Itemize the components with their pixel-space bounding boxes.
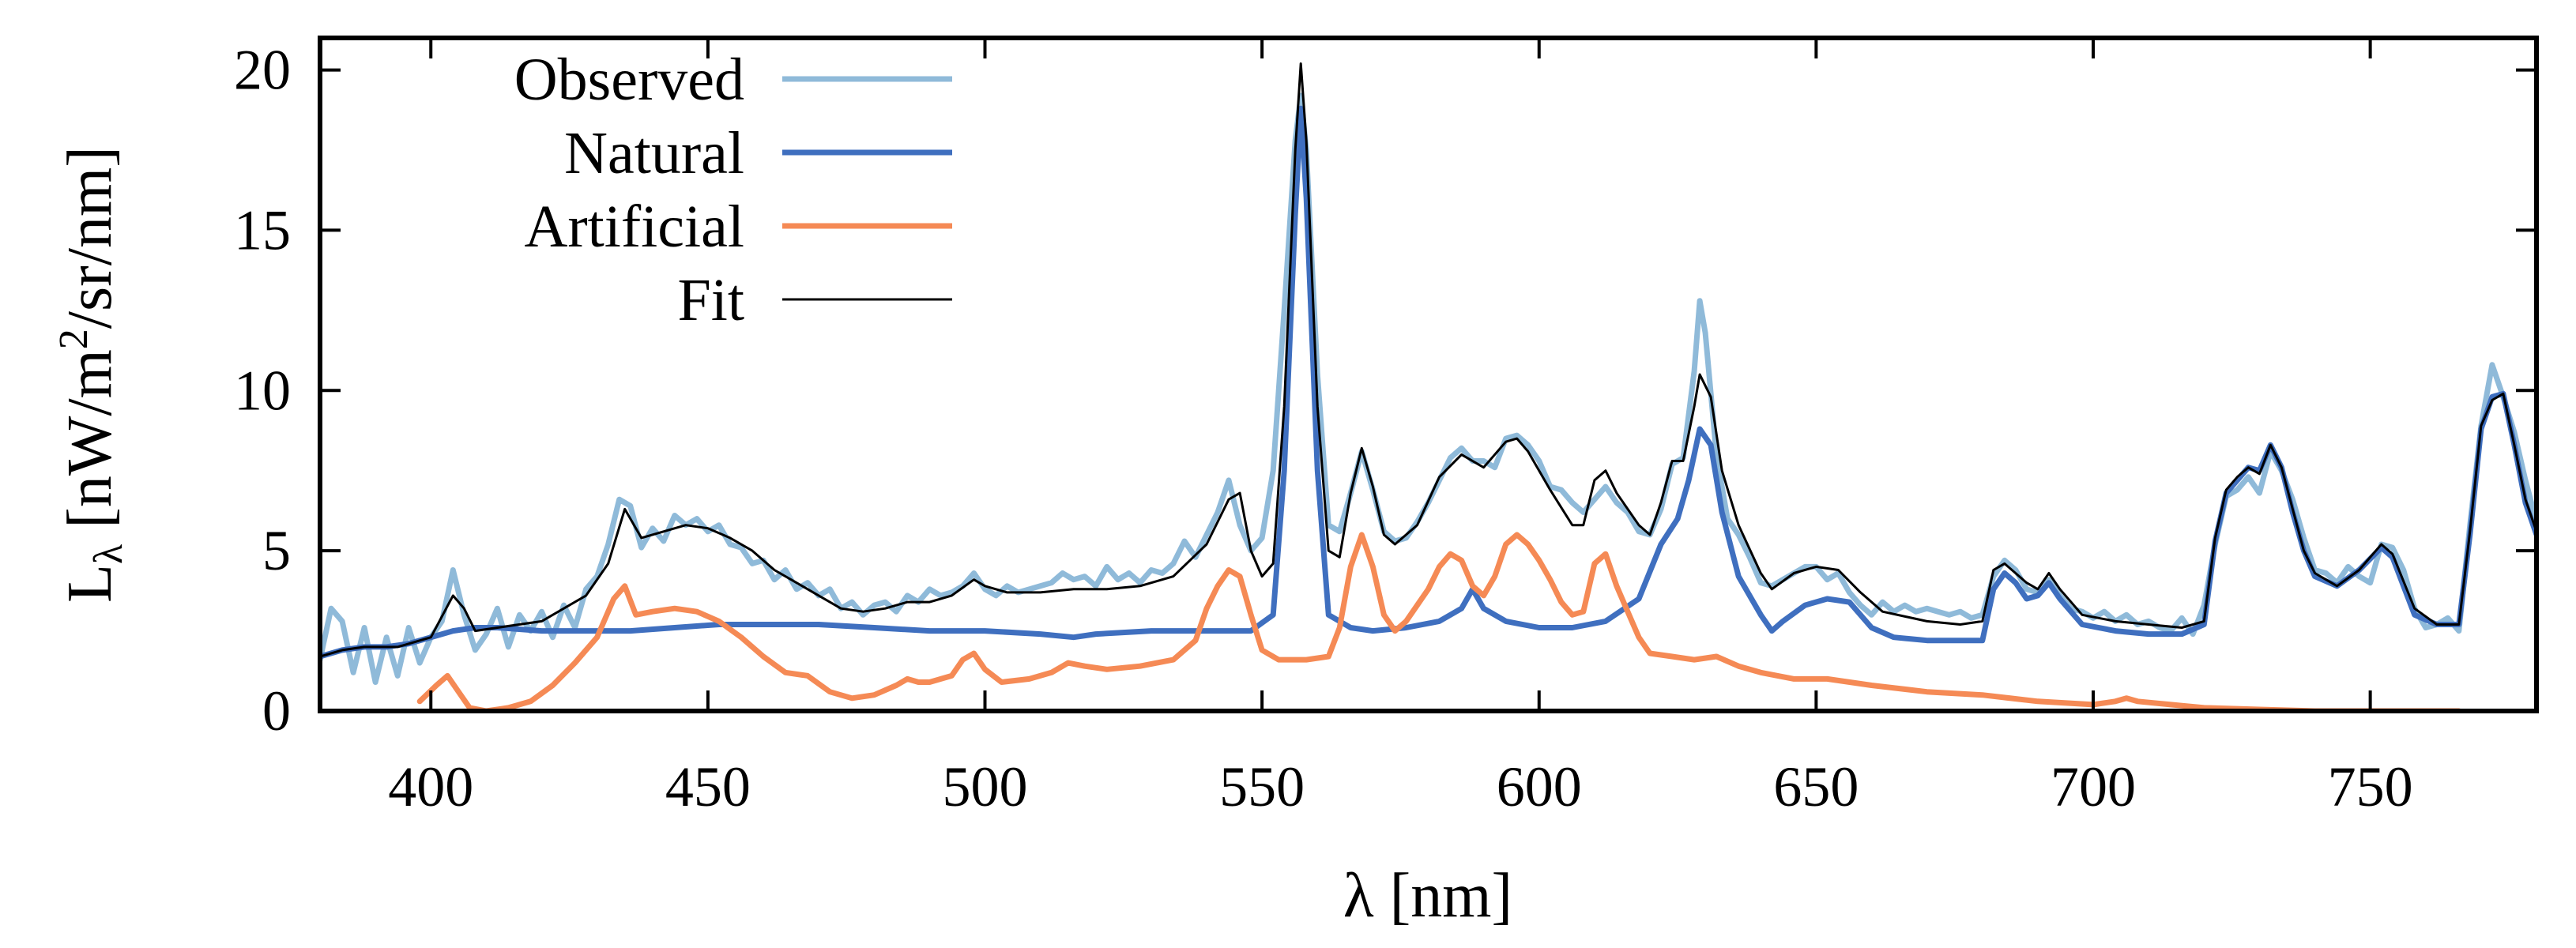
x-tick-label-450: 450 bbox=[665, 755, 751, 818]
legend-label-artificial: Artificial bbox=[524, 194, 744, 260]
y-tick-label-15: 15 bbox=[234, 198, 291, 261]
y-tick-label-10: 10 bbox=[234, 359, 291, 422]
y-tick-label-20: 20 bbox=[234, 39, 291, 102]
y-axis-title-subscript: λ bbox=[86, 544, 131, 564]
x-tick-label-550: 550 bbox=[1219, 755, 1305, 818]
y-axis-title-superscript: 2 bbox=[51, 329, 96, 349]
x-tick-label-650: 650 bbox=[1773, 755, 1859, 818]
series-line-artificial bbox=[416, 532, 2462, 711]
series-line-fit bbox=[320, 62, 2536, 658]
y-axis-title: Lλ [nW/m2/sr/nm] bbox=[51, 146, 131, 603]
x-axis-title: λ [nm] bbox=[1343, 861, 1512, 931]
x-tick-label-500: 500 bbox=[943, 755, 1028, 818]
legend-label-natural: Natural bbox=[564, 120, 744, 186]
x-tick-label-700: 700 bbox=[2051, 755, 2136, 818]
legend: Observed Natural Artificial Fit bbox=[514, 47, 952, 333]
x-tick-label-750: 750 bbox=[2328, 755, 2413, 818]
legend-label-observed: Observed bbox=[514, 47, 744, 113]
y-axis-title-base: L bbox=[55, 564, 125, 603]
y-axis-title-units: [nW/m bbox=[55, 349, 125, 544]
x-tick-label-400: 400 bbox=[388, 755, 473, 818]
ticks-layer bbox=[320, 38, 2536, 713]
y-axis-title-units-end: /sr/nm] bbox=[55, 146, 125, 329]
y-tick-label-5: 5 bbox=[262, 519, 291, 582]
legend-label-fit: Fit bbox=[678, 267, 745, 333]
series-line-natural bbox=[320, 105, 2536, 660]
plot-frame bbox=[318, 36, 2539, 713]
x-tick-label-600: 600 bbox=[1497, 755, 1582, 818]
series-layer bbox=[320, 62, 2536, 711]
tick-labels: 400 450 500 550 600 650 700 750 0 5 10 15 20 bbox=[234, 39, 2413, 818]
y-tick-label-0: 0 bbox=[262, 679, 291, 743]
